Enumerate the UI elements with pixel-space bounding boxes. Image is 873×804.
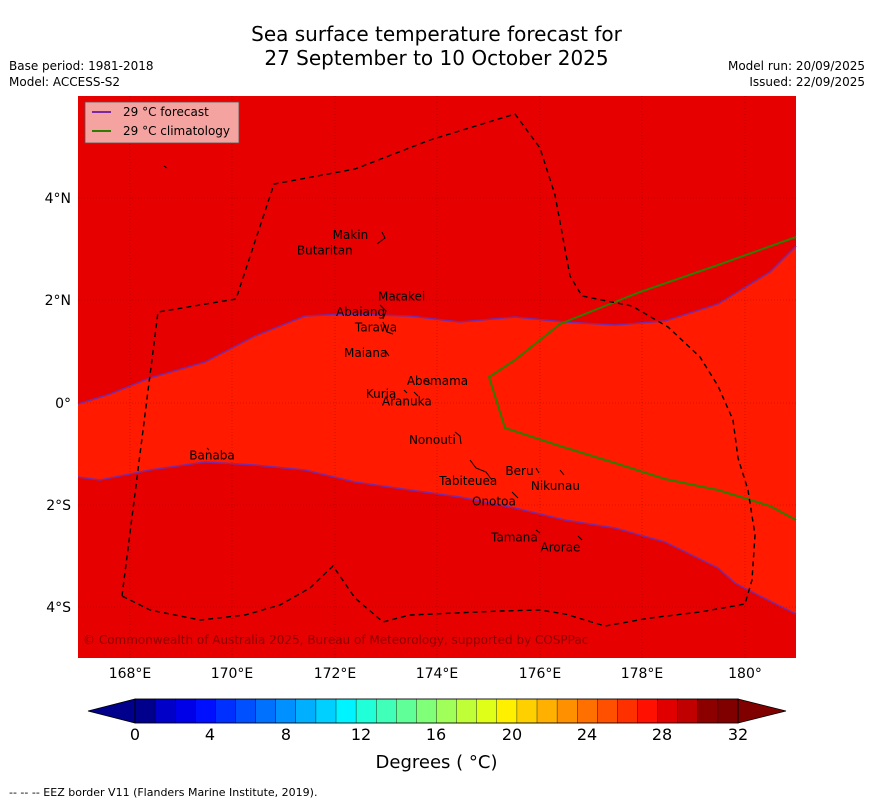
place-label-makin: Makin: [333, 228, 369, 242]
colorbar-cell: [275, 698, 297, 724]
place-label-aranuka: Aranuka: [382, 395, 432, 409]
place-label-abemama: Abemama: [407, 374, 468, 388]
copyright-note: © Commonwealth of Australia 2025, Bureau…: [83, 633, 588, 647]
colorbar-cell: [657, 698, 679, 724]
legend-forecast-label: 29 °C forecast: [123, 105, 209, 119]
colorbar-cells: [134, 698, 739, 724]
colorbar: 0 4 8 12 16 20 24 28 32: [87, 698, 787, 744]
forecast-isoline-south: [77, 461, 797, 615]
colorbar-tick: 4: [205, 725, 215, 744]
x-tick-label: 172°E: [314, 666, 357, 682]
colorbar-cell: [436, 698, 458, 724]
colorbar-cell: [617, 698, 639, 724]
colorbar-cell: [315, 698, 337, 724]
colorbar-tick: 28: [652, 725, 672, 744]
place-label-nonouti: Nonouti: [409, 433, 456, 447]
base-period: Base period: 1981-2018: [9, 59, 154, 73]
place-label-tarawa: Tarawa: [354, 320, 397, 334]
y-tick-label: 2°S: [46, 498, 71, 514]
colorbar-cell: [516, 698, 538, 724]
place-label-kuria: Kuria: [366, 387, 397, 401]
legend: 29 °C forecast 29 °C climatology: [84, 101, 240, 144]
x-tick-label: 178°E: [621, 666, 664, 682]
place-label-banaba: Banaba: [189, 448, 235, 462]
issued-date: Issued: 22/09/2025: [749, 75, 865, 89]
footer-note: -- -- -- EEZ border V11 (Flanders Marine…: [9, 786, 318, 799]
colorbar-cell: [396, 698, 418, 724]
colorbar-label: Degrees ( °C): [375, 752, 498, 773]
y-tick-label: 4°N: [45, 191, 71, 207]
title-line-1: Sea surface temperature forecast for: [251, 22, 622, 46]
colorbar-cell: [556, 698, 578, 724]
climatology-isoline: [487, 236, 797, 521]
y-tick-label: 2°N: [45, 293, 71, 309]
x-tick-label: 168°E: [109, 666, 152, 682]
colorbar-cell: [215, 698, 237, 724]
colorbar-cell: [416, 698, 438, 724]
place-label-beru: Beru: [505, 464, 533, 478]
y-axis: 4°N 2°N 0° 2°S 4°S: [45, 191, 72, 616]
colorbar-min-arrow: [87, 698, 136, 724]
colorbar-tick: 8: [281, 725, 291, 744]
colorbar-tick: 16: [426, 725, 446, 744]
colorbar-cell: [174, 698, 196, 724]
x-tick-label: 174°E: [416, 666, 459, 682]
colorbar-tick: 20: [502, 725, 522, 744]
meta-left: Base period: 1981-2018 Model: ACCESS-S2: [9, 58, 154, 90]
islands: [163, 165, 583, 541]
colorbar-tick: 12: [351, 725, 371, 744]
colorbar-tick: 32: [728, 725, 748, 744]
zone-south: [78, 462, 796, 658]
colorbar-cell: [496, 698, 518, 724]
x-tick-label: 176°E: [519, 666, 562, 682]
chart-title: Sea surface temperature forecast for 27 …: [0, 22, 873, 70]
colorbar-tick: 24: [577, 725, 597, 744]
eez-border: [121, 113, 756, 627]
colorbar-cell: [376, 698, 398, 724]
colorbar-cell: [195, 698, 217, 724]
colorbar-cell: [355, 698, 377, 724]
colorbar-cell: [577, 698, 599, 724]
x-tick-label: 180°: [728, 666, 762, 682]
colorbar-cell: [637, 698, 659, 724]
place-label-tabiteuea: Tabiteuea: [438, 474, 497, 488]
x-tick-label: 170°E: [211, 666, 254, 682]
x-axis: 168°E 170°E 172°E 174°E 176°E 178°E 180°: [109, 666, 762, 682]
place-label-butaritan: Butaritan: [297, 243, 353, 257]
legend-climatology-label: 29 °C climatology: [123, 124, 230, 138]
place-label-onotoa: Onotoa: [472, 495, 516, 509]
meta-right: Model run: 20/09/2025 Issued: 22/09/2025: [728, 58, 865, 90]
colorbar-tick: 0: [130, 725, 140, 744]
place-label-maiana: Maiana: [344, 346, 387, 360]
place-label-abaiang: Abaiang: [336, 305, 385, 319]
colorbar-cell: [717, 698, 739, 724]
colorbar-cell: [335, 698, 357, 724]
colorbar-cell: [677, 698, 699, 724]
colorbar-cell: [154, 698, 176, 724]
place-label-nikunau: Nikunau: [531, 479, 580, 493]
y-tick-label: 4°S: [46, 600, 71, 616]
gridlines: [78, 96, 796, 658]
colorbar-cell: [295, 698, 317, 724]
colorbar-cell: [255, 698, 277, 724]
colorbar-cell: [597, 698, 619, 724]
colorbar-cell: [134, 698, 156, 724]
colorbar-cell: [536, 698, 558, 724]
colorbar-cell: [235, 698, 257, 724]
colorbar-cell: [476, 698, 498, 724]
colorbar-cell: [456, 698, 478, 724]
place-label-tamana: Tamana: [490, 530, 538, 544]
colorbar-max-arrow: [737, 698, 787, 724]
model-name: Model: ACCESS-S2: [9, 75, 121, 89]
model-run: Model run: 20/09/2025: [727, 59, 865, 73]
colorbar-cell: [697, 698, 719, 724]
place-label-arorae: Arorae: [541, 541, 581, 555]
forecast-isoline-north: [77, 245, 797, 405]
title-line-2: 27 September to 10 October 2025: [264, 46, 609, 70]
y-tick-label: 0°: [55, 396, 71, 412]
place-label-marakei: Marakei: [378, 290, 425, 304]
